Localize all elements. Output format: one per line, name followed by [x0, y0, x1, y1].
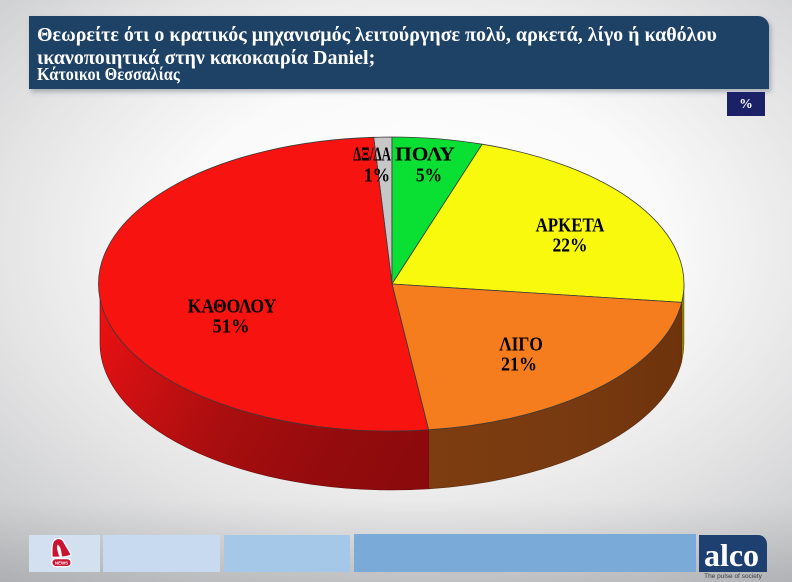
- svg-text:NEWS: NEWS: [55, 561, 68, 566]
